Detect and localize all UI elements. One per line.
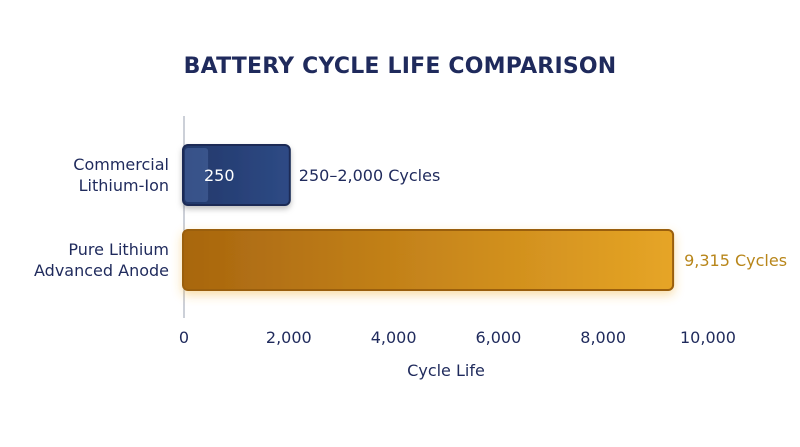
chart-title: BATTERY CYCLE LIFE COMPARISON — [183, 54, 617, 79]
x-axis-title: Cycle Life — [407, 361, 485, 380]
bar-2-value-label: 9,315 Cycles — [684, 251, 787, 270]
category-label-line: Advanced Anode — [34, 261, 169, 280]
category-label-line: Lithium-Ion — [79, 176, 169, 195]
x-tick-label: 8,000 — [580, 328, 626, 347]
category-label-line: Commercial — [73, 155, 169, 174]
x-tick-label: 6,000 — [475, 328, 521, 347]
x-tick-label: 4,000 — [371, 328, 417, 347]
x-tick-label: 2,000 — [266, 328, 312, 347]
bar-1-value-label: 250–2,000 Cycles — [299, 166, 441, 185]
bar-1 — [182, 144, 291, 206]
category-label-1: Commercial Lithium-Ion — [73, 155, 169, 195]
category-label-2: Pure Lithium Advanced Anode — [34, 240, 169, 280]
category-label-line: Pure Lithium — [68, 240, 169, 259]
x-tick-label: 10,000 — [680, 328, 736, 347]
bar-1-inner-label: 250 — [204, 166, 235, 185]
bar-1-range-start-band — [185, 148, 209, 202]
x-tick-label: 0 — [179, 328, 189, 347]
bar-2 — [182, 229, 675, 291]
